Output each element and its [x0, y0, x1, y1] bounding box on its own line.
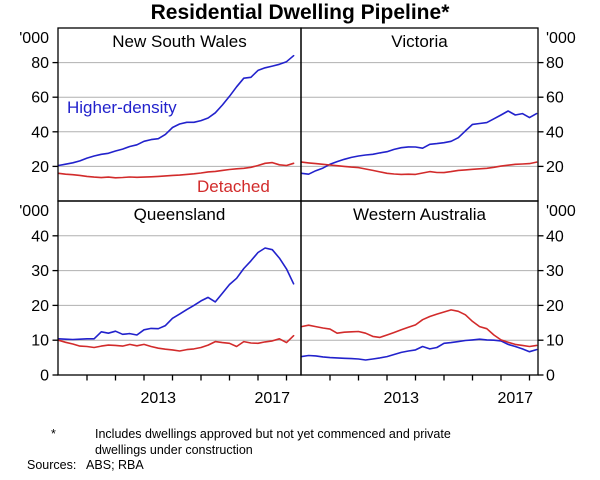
nsw-higher_density-line	[57, 54, 295, 167]
unit-label: '000	[546, 30, 576, 47]
footnote-marker: *	[51, 427, 56, 441]
unit-label: '000	[19, 203, 49, 220]
wa-higher_density-line	[300, 338, 538, 361]
x-tick-label: 2013	[140, 390, 176, 407]
y-tick-label: 30	[546, 263, 564, 280]
wa-detached-line	[300, 309, 538, 348]
vic-higher_density-line	[300, 110, 538, 175]
y-tick-label: 20	[31, 298, 49, 315]
footnote-line-1: Includes dwellings approved but not yet …	[95, 427, 451, 441]
y-tick-label: 40	[546, 124, 564, 141]
y-tick-label: 10	[31, 333, 49, 350]
chart-canvas: 20 40 60 80 '000 New South Wales 20 40 60 80 '000 V…	[19, 27, 576, 407]
x-tick-label: 2017	[497, 390, 533, 407]
vic-panel-title: Victoria	[391, 32, 448, 51]
qld-panel-frame	[57, 200, 302, 376]
wa-panel-frame	[300, 200, 539, 376]
y-tick-label: 20	[31, 159, 49, 176]
unit-label: '000	[19, 30, 49, 47]
footnote-text: Includes dwellings approved but not yet …	[95, 427, 451, 458]
y-tick-label: 0	[546, 368, 555, 385]
footnote-line-2: dwellings under construction	[95, 442, 253, 457]
nsw-panel-title: New South Wales	[112, 32, 246, 51]
x-tick-label: 2013	[383, 390, 419, 407]
y-tick-label: 10	[546, 333, 564, 350]
y-tick-label: 60	[546, 90, 564, 107]
nsw-detached-line	[57, 161, 295, 179]
y-tick-label: 80	[31, 55, 49, 72]
y-tick-label: 20	[546, 298, 564, 315]
y-tick-label: 40	[546, 228, 564, 245]
y-tick-label: 80	[546, 55, 564, 72]
vic-detached-line	[300, 161, 538, 176]
qld-detached-line	[57, 334, 295, 352]
y-tick-label: 40	[31, 124, 49, 141]
series-label-higher_density: Higher-density	[67, 98, 177, 117]
chart-title: Residential Dwelling Pipeline*	[150, 1, 450, 24]
y-tick-label: 0	[40, 368, 49, 385]
sources-text: Sources: ABS; RBA	[27, 458, 144, 472]
series-label-detached: Detached	[197, 177, 270, 196]
y-tick-label: 40	[31, 228, 49, 245]
wa-panel-title: Western Australia	[353, 205, 486, 224]
y-tick-label: 60	[31, 90, 49, 107]
qld-higher_density-line	[57, 247, 295, 341]
y-tick-label: 30	[31, 263, 49, 280]
qld-panel-title: Queensland	[134, 205, 226, 224]
x-tick-label: 2017	[254, 390, 290, 407]
y-tick-label: 20	[546, 159, 564, 176]
unit-label: '000	[546, 203, 576, 220]
